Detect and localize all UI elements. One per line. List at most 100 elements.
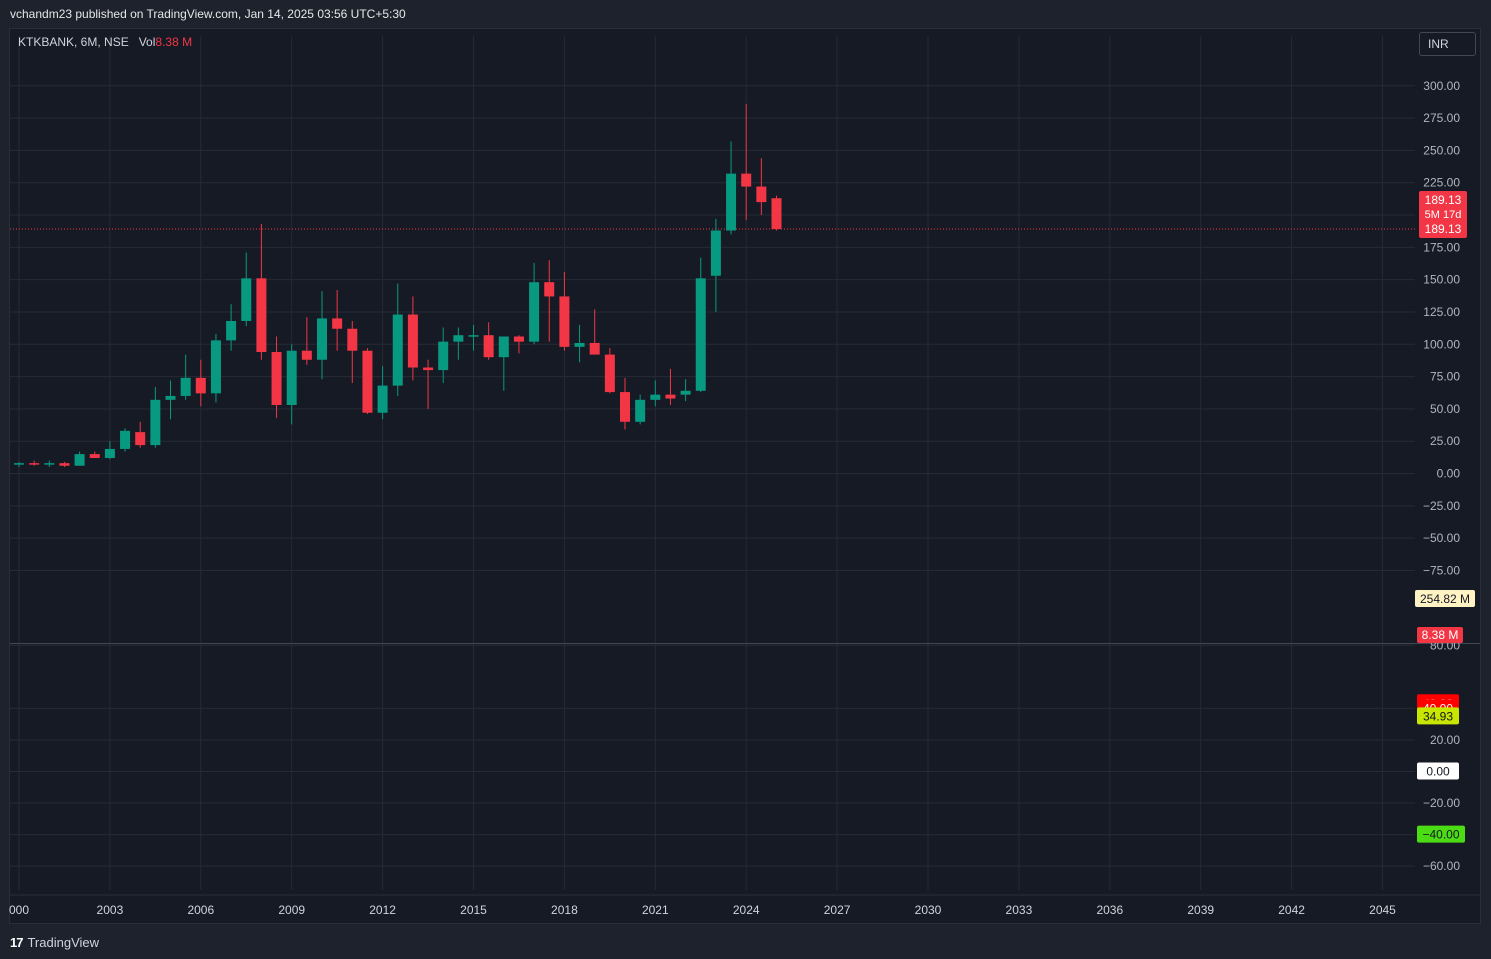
price-tick-label: 50.00: [1430, 402, 1460, 416]
candle-body[interactable]: [317, 318, 327, 360]
candle-body[interactable]: [347, 328, 358, 351]
candle-body[interactable]: [29, 463, 40, 465]
candle-body[interactable]: [453, 335, 464, 342]
candle-body[interactable]: [483, 335, 494, 358]
candle-body[interactable]: [635, 399, 646, 422]
time-tick-label: 2033: [1006, 903, 1033, 917]
candle-body[interactable]: [332, 318, 343, 329]
candle-body[interactable]: [165, 395, 176, 400]
currency-button[interactable]: INR: [1419, 32, 1476, 56]
candle-body[interactable]: [589, 342, 600, 355]
candle-body[interactable]: [559, 296, 570, 347]
bar-countdown-label: 5M 17d: [1425, 209, 1462, 221]
candle-body[interactable]: [529, 282, 540, 342]
price-tick-label: 75.00: [1430, 370, 1460, 384]
last-price-label-2: 189.13: [1425, 222, 1462, 236]
indicator-value-badge: 0.00: [1426, 765, 1450, 779]
time-tick-label: 2018: [551, 903, 578, 917]
time-tick-label: 2039: [1187, 903, 1214, 917]
candle-body[interactable]: [135, 432, 146, 446]
time-tick-label: 2030: [915, 903, 942, 917]
candle-body[interactable]: [650, 394, 661, 400]
candle-body[interactable]: [210, 340, 221, 394]
time-tick-label: 2024: [733, 903, 760, 917]
candle-body[interactable]: [604, 354, 615, 393]
time-tick-label: 2036: [1096, 903, 1123, 917]
chart-frame[interactable]: [9, 28, 1481, 924]
candle-body[interactable]: [74, 454, 85, 466]
candle-body[interactable]: [468, 335, 479, 337]
candle-body[interactable]: [407, 314, 418, 368]
price-tick-label: 275.00: [1423, 111, 1460, 125]
tradingview-logo-icon: 17: [10, 935, 24, 950]
candle-body[interactable]: [544, 282, 555, 297]
indicator-value-badge-bg: [1417, 825, 1465, 843]
candle-body[interactable]: [14, 463, 24, 465]
candle-body[interactable]: [377, 385, 388, 413]
price-tick-label: 300.00: [1423, 79, 1460, 93]
candle-body[interactable]: [362, 350, 373, 413]
price-tick-label: 225.00: [1423, 176, 1460, 190]
time-tick-label: 2015: [460, 903, 487, 917]
candle-body[interactable]: [226, 320, 237, 341]
candle-body[interactable]: [665, 394, 676, 399]
time-tick-label: 2003: [97, 903, 124, 917]
volume-label: Vol: [138, 35, 156, 49]
candle-body[interactable]: [256, 278, 267, 353]
indicator-tick-label: −20.00: [1423, 796, 1460, 810]
price-tick-label: 100.00: [1423, 337, 1460, 351]
candle-body[interactable]: [104, 448, 115, 458]
price-tick-label: 0.00: [1437, 467, 1461, 481]
time-tick-label: 2042: [1278, 903, 1305, 917]
candle-body[interactable]: [423, 367, 434, 371]
time-tick-label: 2006: [187, 903, 214, 917]
candle-body[interactable]: [741, 173, 752, 187]
price-tick-label: −25.00: [1423, 499, 1460, 513]
last-price-label: 189.13: [1425, 193, 1462, 207]
candle-body[interactable]: [756, 186, 767, 203]
candle-body[interactable]: [59, 463, 70, 466]
candle-body[interactable]: [120, 430, 131, 449]
indicator-tick-label: −60.00: [1423, 859, 1460, 873]
candle-body[interactable]: [271, 352, 282, 405]
volume-value: 8.38 M: [155, 35, 193, 49]
price-tick-label: 25.00: [1430, 434, 1460, 448]
time-tick-label: 2009: [278, 903, 305, 917]
candle-body[interactable]: [438, 341, 449, 371]
indicator-value-badge: −40.00: [1422, 828, 1459, 842]
time-tick-label: 2027: [824, 903, 851, 917]
candle-body[interactable]: [286, 350, 297, 405]
candle-body[interactable]: [89, 454, 100, 458]
time-tick-label: 2045: [1369, 903, 1396, 917]
price-tick-label: 125.00: [1423, 305, 1460, 319]
candle-body[interactable]: [301, 350, 312, 360]
candle-body[interactable]: [150, 399, 161, 446]
candle-body[interactable]: [44, 463, 55, 465]
volume-current-badge-bg: [1417, 627, 1463, 643]
candle-body[interactable]: [513, 336, 524, 342]
chart-legend[interactable]: KTKBANK, 6M, NSE Vol8.38 M: [18, 35, 192, 49]
candle-body[interactable]: [680, 390, 691, 395]
indicator-value-badge-bg: [1417, 762, 1459, 780]
candle-body[interactable]: [195, 377, 206, 394]
candle-body[interactable]: [498, 336, 509, 358]
time-tick-label: 2021: [642, 903, 669, 917]
candle-body[interactable]: [771, 198, 782, 230]
price-tick-label: 250.00: [1423, 143, 1460, 157]
indicator-value-badge: 34.93: [1423, 709, 1453, 723]
symbol-info[interactable]: KTKBANK, 6M, NSE: [18, 35, 129, 49]
price-tick-label: −75.00: [1423, 563, 1460, 577]
candle-body[interactable]: [241, 278, 252, 321]
candle-body[interactable]: [392, 314, 403, 386]
candle-body[interactable]: [180, 377, 191, 396]
footer: 17 TradingView: [0, 926, 1491, 959]
price-tick-label: 175.00: [1423, 240, 1460, 254]
price-tick-label: 150.00: [1423, 273, 1460, 287]
candle-body[interactable]: [574, 342, 585, 347]
candle-body[interactable]: [726, 173, 737, 231]
candle-body[interactable]: [710, 230, 721, 276]
candle-body[interactable]: [620, 392, 630, 422]
brand-name: TradingView: [27, 935, 100, 950]
candle-body[interactable]: [695, 278, 706, 391]
